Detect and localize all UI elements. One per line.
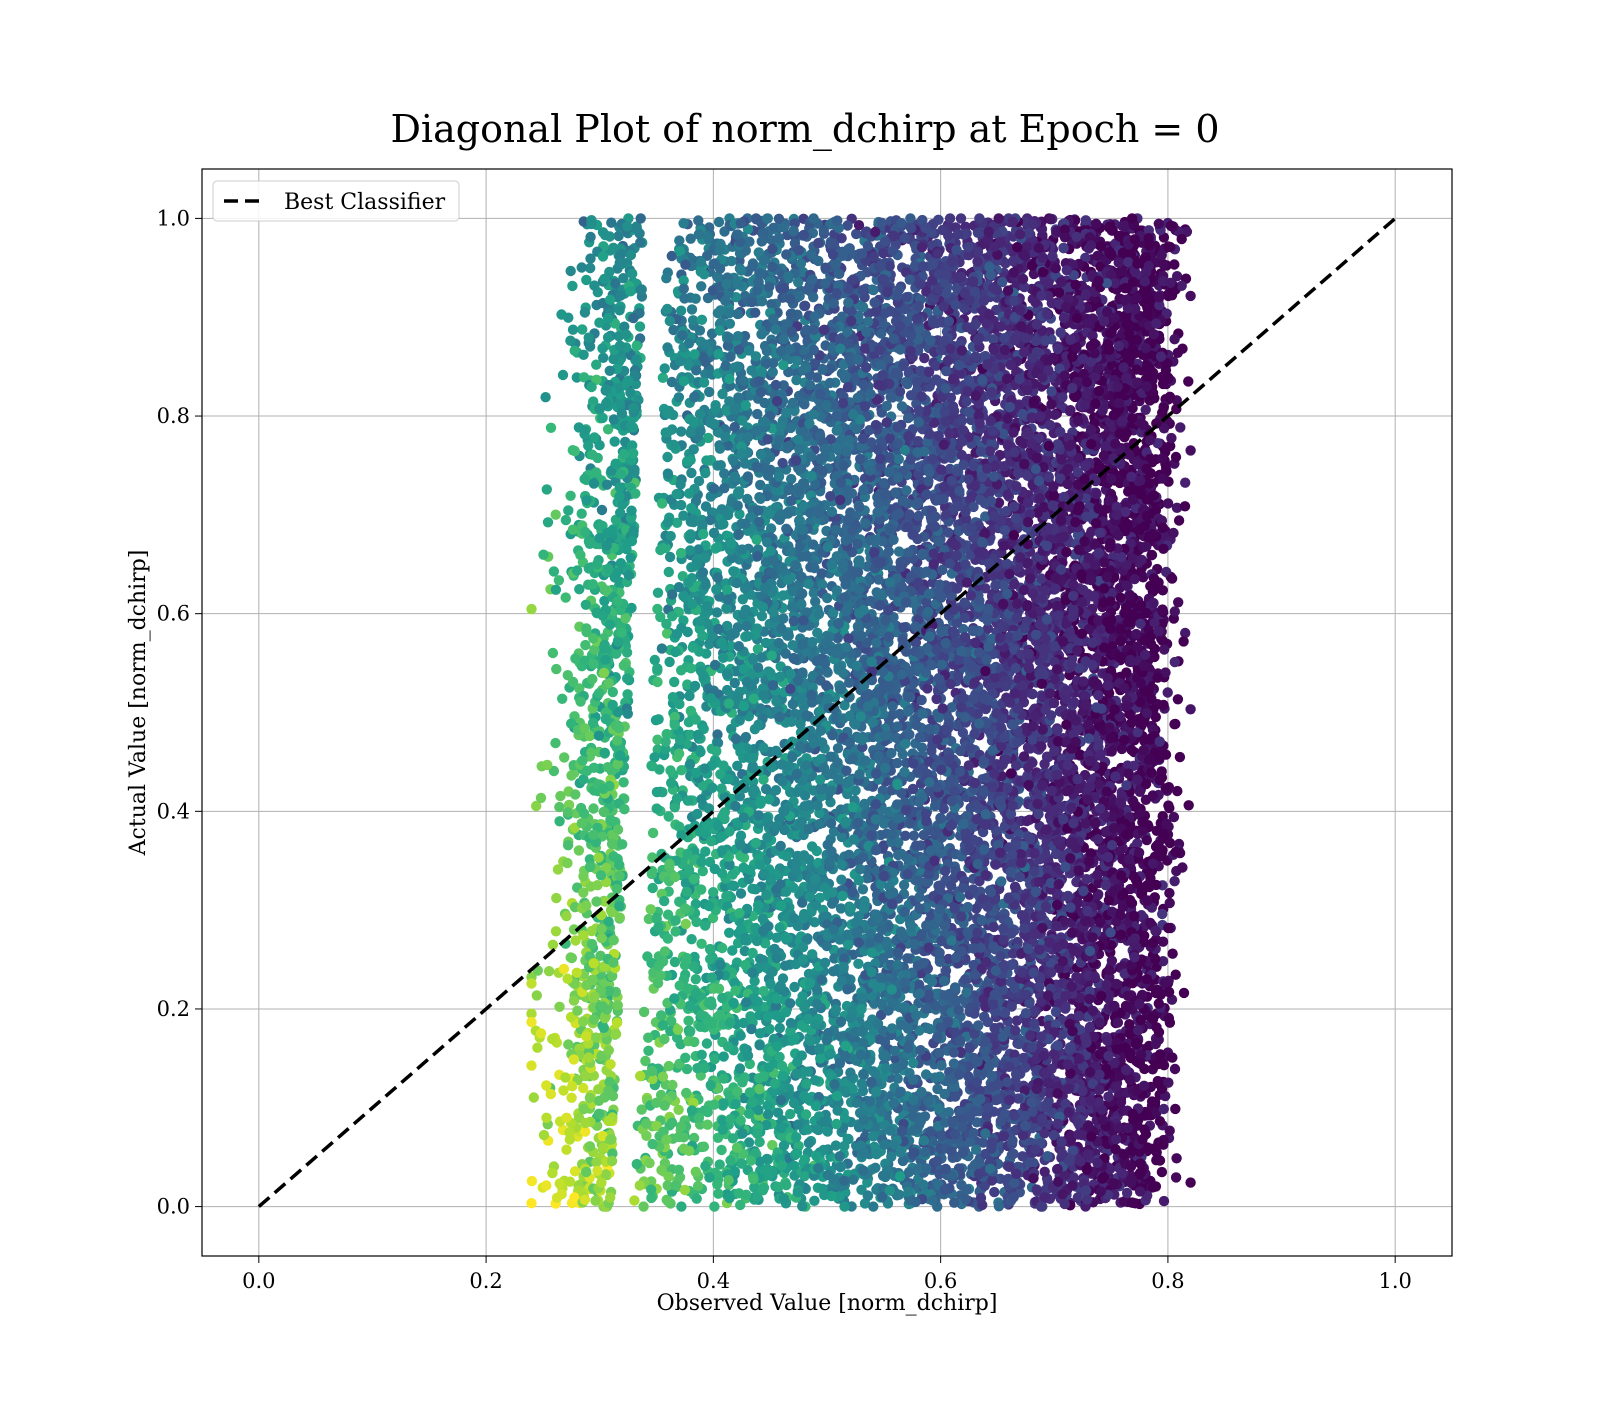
scatter-point: [709, 1201, 719, 1211]
scatter-point: [1171, 1153, 1181, 1163]
scatter-point: [836, 233, 846, 243]
scatter-point: [1179, 988, 1189, 998]
scatter-point: [1169, 876, 1179, 886]
scatter-point: [568, 325, 578, 335]
scatter-point: [858, 884, 868, 894]
scatter-point: [897, 401, 907, 411]
scatter-point: [597, 505, 607, 515]
scatter-point: [546, 423, 556, 433]
scatter-point: [725, 319, 735, 329]
scatter-point: [574, 845, 584, 855]
scatter-point: [853, 959, 863, 969]
scatter-point: [551, 893, 561, 903]
scatter-point: [697, 1050, 707, 1060]
scatter-point: [876, 218, 886, 228]
scatter-point: [574, 584, 584, 594]
scatter-point: [1040, 1167, 1050, 1177]
scatter-point: [989, 1187, 999, 1197]
scatter-point: [554, 816, 564, 826]
scatter-point: [768, 367, 778, 377]
scatter-point: [563, 505, 573, 515]
scatter-point: [663, 933, 673, 943]
scatter-point: [566, 266, 576, 276]
scatter-point: [639, 1007, 649, 1017]
scatter-point: [1157, 636, 1167, 646]
scatter-point: [670, 647, 680, 657]
scatter-point: [529, 1092, 539, 1102]
scatter-point: [558, 370, 568, 380]
scatter-point: [629, 1195, 639, 1205]
scatter-point: [543, 517, 553, 527]
scatter-point: [676, 426, 686, 436]
scatter-point: [648, 828, 658, 838]
scatter-point: [581, 623, 591, 633]
scatter-point: [540, 392, 550, 402]
scatter-point: [1164, 987, 1174, 997]
scatter-point: [648, 883, 658, 893]
scatter-point: [1180, 478, 1190, 488]
scatter-points: [526, 213, 1196, 1212]
scatter-point: [1184, 800, 1194, 810]
scatter-point: [922, 683, 932, 693]
scatter-point: [563, 1039, 573, 1049]
scatter-point: [1164, 888, 1174, 898]
scatter-point: [1175, 752, 1185, 762]
scatter-point: [1132, 838, 1142, 848]
scatter-point: [702, 1038, 712, 1048]
scatter-point: [789, 616, 799, 626]
scatter-point: [561, 515, 571, 525]
scatter-point: [662, 452, 672, 462]
scatter-point: [527, 1176, 537, 1186]
scatter-point: [1173, 694, 1183, 704]
scatter-point: [551, 585, 561, 595]
scatter-point: [657, 643, 667, 653]
scatter-point: [566, 1093, 576, 1103]
scatter-point: [771, 785, 781, 795]
scatter-point: [538, 550, 548, 560]
scatter-point: [1157, 1167, 1167, 1177]
scatter-point: [577, 324, 587, 334]
scatter-point: [669, 677, 679, 687]
scatter-point: [532, 1043, 542, 1053]
chart-title: Diagonal Plot of norm_dchirp at Epoch = …: [390, 107, 1219, 152]
scatter-point: [567, 281, 577, 291]
scatter-point: [663, 468, 673, 478]
scatter-point: [961, 1194, 971, 1204]
scatter-point: [676, 500, 686, 510]
